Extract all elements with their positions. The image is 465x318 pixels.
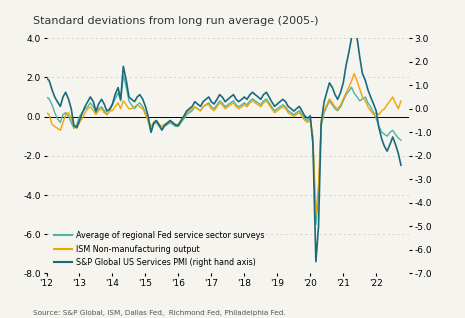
Text: Standard deviations from long run average (2005-): Standard deviations from long run averag… [33,16,318,26]
Text: Source: S&P Global, ISM, Dallas Fed,  Richmond Fed, Philadelphia Fed.: Source: S&P Global, ISM, Dallas Fed, Ric… [33,310,285,316]
Legend: Average of regional Fed service sector surveys, ISM Non-manufacturing output, S&: Average of regional Fed service sector s… [54,231,265,267]
